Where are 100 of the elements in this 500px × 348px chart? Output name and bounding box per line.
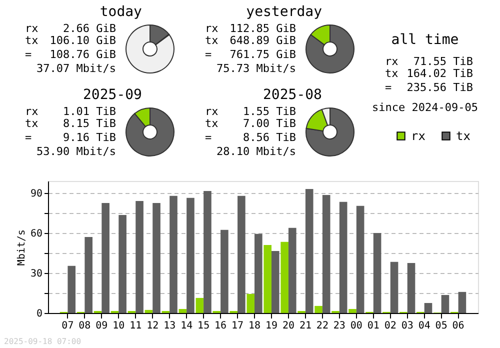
text: tx [205, 34, 219, 47]
bar [348, 309, 356, 313]
bar [458, 292, 466, 313]
text: 9.16 TiB [63, 131, 116, 144]
bar [178, 309, 187, 313]
bar [144, 310, 153, 313]
text: rx [385, 55, 399, 68]
text: 1.55 TiB [243, 105, 296, 118]
text: 164.02 TiB [406, 67, 474, 80]
bar [196, 298, 204, 313]
x-tick-label: 04 [418, 320, 430, 332]
y-tick-label: 60 [30, 228, 42, 240]
text: all time [391, 32, 459, 48]
text: 1.01 TiB [63, 105, 116, 118]
text: = [205, 48, 212, 61]
x-tick-label: 10 [112, 320, 125, 332]
x-tick-label: 23 [333, 320, 346, 332]
bar [68, 266, 76, 313]
legend-label: rx [411, 129, 426, 143]
bar [441, 295, 450, 313]
x-tick-label: 18 [248, 320, 261, 332]
text: = [385, 81, 392, 94]
bar [322, 195, 330, 313]
y-axis-title: Mbit/s [16, 229, 28, 266]
text: 37.07 Mbit/s [36, 62, 116, 75]
text: 8.15 TiB [63, 117, 116, 130]
bar [246, 294, 255, 313]
text: rx [25, 22, 39, 35]
text: 106.10 GiB [50, 34, 116, 47]
x-tick-label: 02 [384, 320, 396, 332]
donut-slice [126, 108, 174, 156]
x-tick-label: 01 [367, 320, 380, 332]
x-tick-label: 05 [435, 320, 448, 332]
chart-title: yesterday [246, 4, 322, 20]
donut-slice [306, 24, 354, 74]
text: rx [25, 105, 39, 118]
x-tick-label: 16 [214, 320, 227, 332]
bar [84, 237, 92, 313]
text: since 2024-09-05 [372, 101, 478, 114]
text: 28.10 Mbit/s [216, 145, 296, 158]
bar [356, 206, 364, 313]
text: 2.66 GiB [63, 22, 116, 35]
donut-slice [126, 24, 174, 74]
legend-label: tx [456, 129, 470, 143]
bar [271, 251, 280, 313]
bar [220, 230, 228, 313]
x-tick-label: 19 [265, 320, 278, 332]
x-tick-label: 06 [452, 320, 464, 332]
x-tick-label: 17 [232, 320, 244, 332]
text: rx [205, 105, 219, 118]
chart-title: 2025-08 [262, 87, 322, 103]
bar [407, 263, 416, 313]
text: 75.73 Mbit/s [216, 62, 296, 75]
bar [264, 245, 272, 313]
x-tick-label: 12 [146, 320, 159, 332]
x-tick-label: 13 [164, 320, 176, 332]
bar [254, 234, 262, 313]
x-tick-label: 14 [180, 320, 193, 332]
x-tick-label: 07 [62, 320, 74, 332]
bar [170, 196, 178, 313]
chart-title: 2025-09 [82, 87, 142, 103]
text: tx [205, 117, 219, 130]
bar [102, 203, 110, 313]
x-tick-label: 08 [78, 320, 91, 332]
text: 8.56 TiB [243, 131, 296, 144]
text: = [25, 48, 32, 61]
x-tick-label: 15 [198, 320, 210, 332]
text: tx [385, 67, 399, 80]
chart-title: today [100, 4, 142, 20]
bar [305, 189, 314, 313]
text: rx [205, 22, 219, 35]
bar [288, 228, 296, 313]
x-tick-label: 00 [350, 320, 362, 332]
text: 112.85 GiB [230, 22, 296, 35]
x-tick-label: 22 [316, 320, 328, 332]
x-tick-label: 21 [299, 320, 312, 332]
text: tx [25, 117, 39, 130]
x-tick-label: 03 [401, 320, 414, 332]
text: = [205, 131, 212, 144]
text: 235.56 TiB [406, 81, 474, 94]
y-tick-label: 30 [30, 268, 42, 280]
bar [152, 203, 160, 313]
bar [373, 233, 382, 313]
bar [424, 303, 432, 313]
bar [390, 262, 398, 313]
bar [118, 215, 126, 313]
text: 761.75 GiB [230, 48, 296, 61]
bar [136, 201, 144, 313]
donut-slice [306, 108, 354, 156]
y-tick-label: 0 [36, 308, 42, 320]
bar [238, 196, 246, 313]
text: 53.90 Mbit/s [36, 145, 116, 158]
x-tick-label: 11 [130, 320, 142, 332]
text: 108.76 GiB [50, 48, 116, 61]
x-tick-label: 09 [96, 320, 108, 332]
bar [339, 202, 348, 313]
bar [280, 242, 288, 313]
text: 71.55 TiB [413, 55, 474, 68]
y-tick-label: 90 [30, 188, 42, 200]
bar [186, 198, 194, 313]
